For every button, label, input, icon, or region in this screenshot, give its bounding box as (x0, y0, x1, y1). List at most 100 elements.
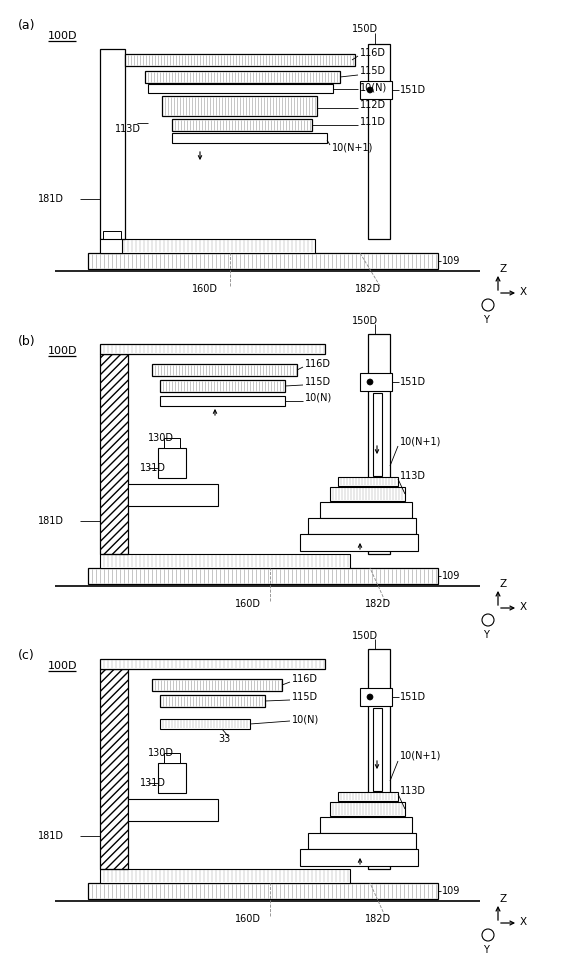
Text: 10(N): 10(N) (360, 83, 387, 93)
Text: Z: Z (500, 579, 507, 589)
Bar (88, 568, 438, 584)
Text: Z: Z (500, 894, 507, 904)
Bar (100, 239, 315, 253)
Circle shape (482, 614, 494, 626)
Text: 10(N+1): 10(N+1) (400, 436, 441, 446)
Text: X: X (520, 917, 527, 927)
Bar (320, 502, 412, 518)
Circle shape (482, 929, 494, 941)
Text: 10(N): 10(N) (292, 714, 319, 724)
Bar (338, 477, 398, 486)
Bar (368, 649, 390, 869)
Bar (100, 659, 325, 669)
Bar (100, 354, 128, 554)
Text: 181D: 181D (38, 194, 64, 204)
Text: 111D: 111D (360, 117, 386, 127)
Bar (330, 802, 405, 816)
Text: 150D: 150D (352, 24, 378, 34)
Text: 130D: 130D (148, 433, 174, 443)
Text: X: X (520, 602, 527, 612)
Bar (100, 669, 128, 869)
Bar (308, 518, 416, 534)
Text: 116D: 116D (305, 359, 331, 369)
Circle shape (482, 299, 494, 311)
Text: 109: 109 (442, 886, 460, 896)
Text: 115D: 115D (360, 66, 386, 76)
Text: 151D: 151D (400, 377, 426, 387)
Text: 181D: 181D (38, 516, 64, 526)
Text: 113D: 113D (400, 471, 426, 481)
Bar (162, 96, 317, 116)
Text: (c): (c) (18, 650, 35, 662)
Bar (373, 708, 382, 791)
Text: 131D: 131D (140, 778, 166, 788)
Text: 131D: 131D (140, 463, 166, 473)
Bar (148, 84, 333, 93)
Bar (158, 763, 186, 793)
Text: Y: Y (483, 945, 489, 955)
Text: 113D: 113D (115, 124, 141, 134)
Bar (128, 484, 218, 506)
Bar (158, 448, 186, 478)
Text: 150D: 150D (352, 631, 378, 641)
Text: (a): (a) (18, 19, 36, 33)
Bar (125, 54, 355, 66)
Text: 115D: 115D (305, 377, 331, 387)
Bar (152, 679, 282, 691)
Bar (160, 719, 250, 729)
Bar (145, 71, 340, 83)
Text: 112D: 112D (360, 100, 386, 110)
Bar (300, 534, 418, 551)
Text: 10(N+1): 10(N+1) (400, 751, 441, 761)
Text: X: X (520, 287, 527, 297)
Bar (172, 119, 312, 131)
Bar (308, 833, 416, 849)
Text: 182D: 182D (365, 599, 391, 609)
Bar (320, 817, 412, 833)
Text: 113D: 113D (400, 786, 426, 796)
Text: 115D: 115D (292, 692, 318, 702)
Text: Z: Z (500, 264, 507, 274)
Bar (160, 695, 265, 707)
Bar (360, 688, 392, 706)
Text: 109: 109 (442, 256, 460, 266)
Bar (330, 487, 405, 501)
Text: 160D: 160D (235, 599, 261, 609)
Text: 100D: 100D (48, 661, 78, 671)
Text: 116D: 116D (360, 48, 386, 58)
Text: (b): (b) (18, 334, 36, 348)
Bar (100, 554, 350, 568)
Text: 151D: 151D (400, 85, 426, 95)
Text: 130D: 130D (148, 748, 174, 758)
Text: Y: Y (483, 630, 489, 640)
Bar (373, 393, 382, 476)
Bar (100, 344, 325, 354)
Bar (152, 364, 297, 376)
Bar (160, 380, 285, 392)
Text: Y: Y (483, 315, 489, 325)
Bar (100, 49, 125, 239)
Text: 150D: 150D (352, 316, 378, 326)
Bar (164, 753, 180, 763)
Bar (360, 373, 392, 391)
Bar (360, 81, 392, 99)
Text: 100D: 100D (48, 31, 78, 41)
Text: 100D: 100D (48, 346, 78, 356)
Text: 151D: 151D (400, 692, 426, 702)
Text: 116D: 116D (292, 674, 318, 684)
Text: 10(N): 10(N) (305, 393, 332, 403)
Circle shape (367, 694, 373, 700)
Circle shape (367, 87, 373, 93)
Bar (164, 438, 180, 448)
Bar (338, 792, 398, 801)
Bar (300, 849, 418, 866)
Text: 182D: 182D (355, 284, 381, 294)
Bar (88, 883, 438, 899)
Bar (160, 396, 285, 406)
Bar (172, 133, 327, 143)
Bar (368, 44, 390, 239)
Text: 33: 33 (218, 734, 230, 744)
Text: 182D: 182D (365, 914, 391, 924)
Bar (128, 799, 218, 821)
Bar (103, 231, 121, 239)
